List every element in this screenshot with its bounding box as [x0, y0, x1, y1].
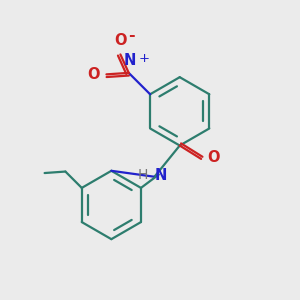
Text: +: + — [138, 52, 149, 64]
Text: N: N — [124, 52, 136, 68]
Text: N: N — [155, 168, 167, 183]
Text: O: O — [87, 67, 100, 82]
Text: O: O — [207, 150, 220, 165]
Text: H: H — [137, 168, 148, 182]
Text: O: O — [114, 33, 127, 48]
Text: -: - — [128, 28, 134, 43]
